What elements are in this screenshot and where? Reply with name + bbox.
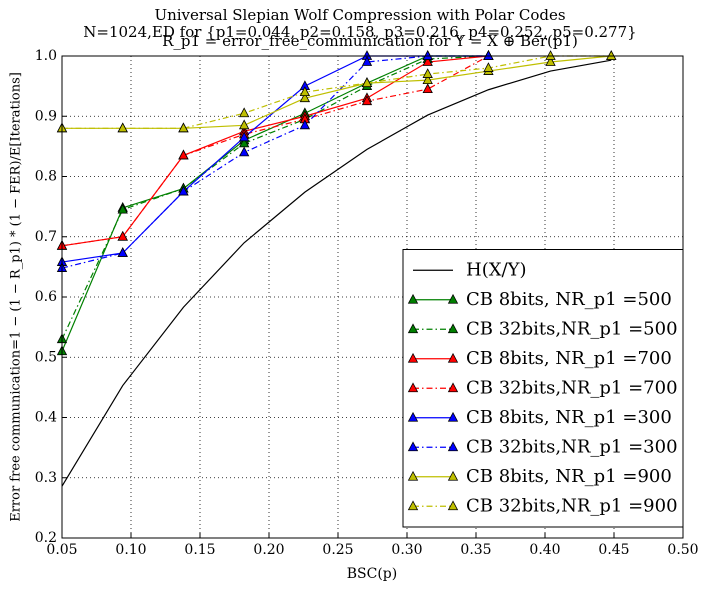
data-point (545, 56, 556, 66)
y-tick-label: 0.6 (35, 289, 57, 305)
legend-label: CB 32bits,NR_p1 =300 (466, 436, 678, 457)
data-point (361, 77, 373, 88)
y-tick-label: 0.9 (35, 108, 57, 124)
legend-label: CB 32bits,NR_p1 =900 (466, 495, 678, 516)
legend-marker (407, 500, 419, 511)
data-point (422, 50, 433, 60)
legend-marker (447, 382, 459, 393)
x-tick-label: 0.50 (667, 542, 698, 558)
legend-marker (447, 323, 459, 334)
data-point (117, 230, 128, 241)
legend-marker (407, 411, 419, 422)
data-point (422, 83, 433, 94)
legend-marker (447, 293, 459, 304)
chart-subtitle: N=1024,ED for {p1=0.044, p2=0.158, p3=0.… (83, 23, 636, 41)
data-point (299, 119, 311, 130)
data-point (117, 247, 128, 257)
series-line (61, 55, 489, 340)
legend-marker (447, 470, 459, 481)
x-tick-label: 0.35 (460, 542, 491, 558)
x-tick-label: 0.40 (529, 542, 560, 558)
legend-label: CB 8bits, NR_p1 =900 (466, 466, 672, 487)
data-point (117, 203, 128, 214)
series-line (61, 59, 612, 487)
data-point (545, 50, 556, 60)
data-point (178, 122, 189, 133)
series-line (61, 55, 489, 263)
series-line (61, 55, 489, 269)
data-point (238, 107, 250, 118)
legend-marker (407, 470, 419, 481)
y-tick-label: 0.5 (35, 349, 57, 365)
x-tick-label: 0.25 (322, 542, 353, 558)
y-tick-label: 0.8 (35, 169, 57, 185)
data-point (361, 56, 373, 66)
data-point (238, 119, 250, 130)
x-tick-label: 0.05 (46, 542, 77, 558)
y-tick-label: 0.4 (35, 410, 57, 426)
legend-marker (407, 293, 419, 304)
legend-label: CB 8bits, NR_p1 =300 (466, 407, 672, 428)
data-point (299, 92, 311, 103)
x-tick-label: 0.45 (598, 542, 629, 558)
y-axis-label: Error free communication=1 − (1 − R_p1) … (9, 72, 24, 522)
legend-label: CB 8bits, NR_p1 =500 (466, 289, 672, 310)
legend-marker (407, 352, 419, 363)
legend-label: CB 32bits,NR_p1 =500 (466, 318, 678, 339)
x-tick-label: 0.20 (253, 542, 284, 558)
x-tick-label: 0.30 (391, 542, 422, 558)
data-point (422, 56, 433, 66)
data-point (422, 74, 433, 84)
legend-marker (407, 382, 419, 393)
y-tick-label: 0.7 (35, 229, 57, 245)
data-point (238, 146, 250, 157)
x-axis-label: BSC(p) (347, 566, 397, 582)
data-point (483, 62, 494, 72)
data-point (483, 50, 494, 60)
legend-marker (447, 411, 459, 422)
legend-marker (447, 352, 459, 363)
y-tick-label: 0.3 (35, 470, 57, 486)
legend-marker (407, 441, 419, 452)
legend-label: CB 8bits, NR_p1 =700 (466, 348, 672, 369)
legend-marker (447, 500, 459, 511)
legend-label: CB 32bits,NR_p1 =700 (466, 377, 678, 398)
x-tick-label: 0.10 (115, 542, 146, 558)
data-point (178, 149, 189, 160)
data-point (178, 185, 189, 196)
data-point (422, 68, 433, 78)
legend-marker (447, 441, 459, 452)
data-point (238, 131, 250, 142)
data-point (299, 86, 311, 97)
series-line (61, 55, 489, 247)
y-tick-label: 0.2 (35, 530, 57, 546)
chart-subtitle: R_p1 = error_free_communication for Y = … (162, 32, 578, 50)
legend-label: H(X/Y) (466, 259, 527, 280)
data-point (117, 122, 128, 133)
data-point (361, 95, 373, 106)
y-tick-label: 1.0 (35, 48, 57, 64)
series-line (61, 55, 489, 247)
chart-title: Universal Slepian Wolf Compression with … (154, 6, 565, 24)
series-line (62, 55, 612, 129)
x-tick-label: 0.15 (184, 542, 215, 558)
legend-marker (407, 323, 419, 334)
data-point (606, 50, 617, 60)
